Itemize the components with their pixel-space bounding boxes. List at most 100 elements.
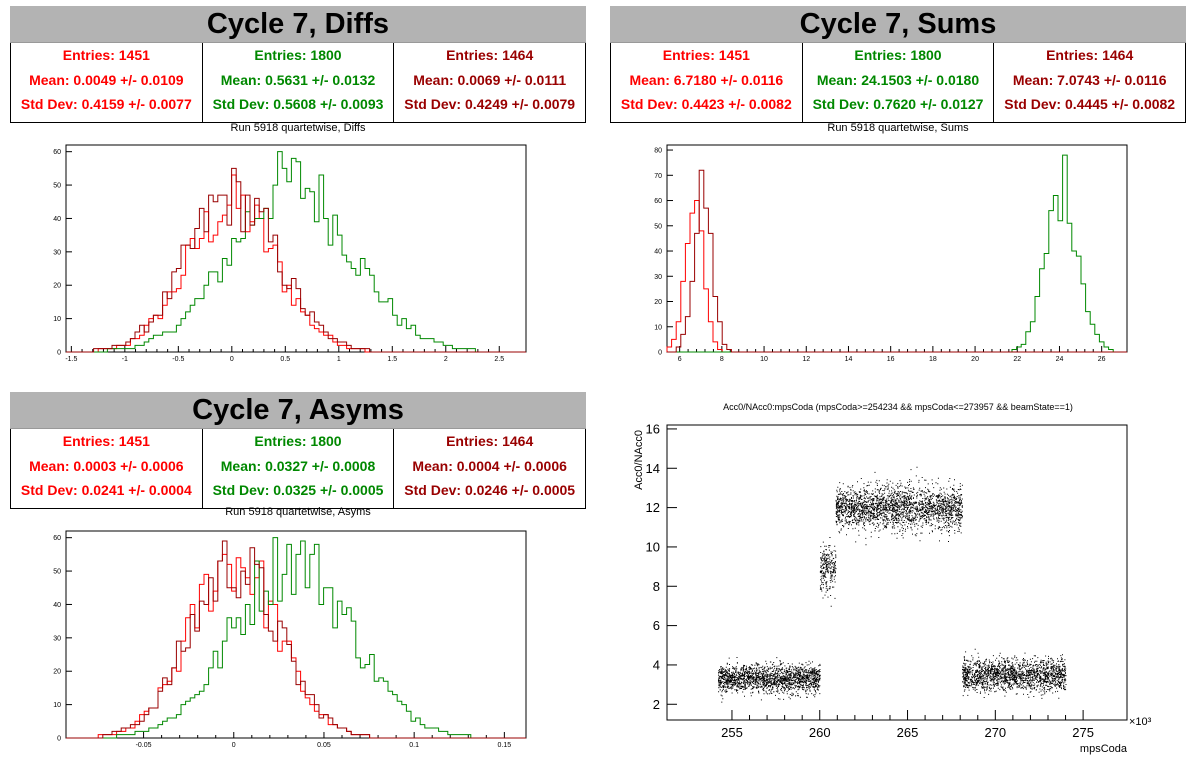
x-tick-label: -1	[122, 356, 128, 363]
x-tick-label: 8	[720, 356, 724, 363]
x-tick-label: 0.1	[409, 742, 419, 749]
diffs-frame	[65, 144, 527, 353]
y-tick-label: 80	[654, 148, 662, 155]
stat-std: Std Dev: 0.7620 +/- 0.0127	[812, 96, 984, 112]
y-tick-label: 14	[646, 461, 660, 476]
stat-entries: Entries: 1800	[854, 47, 942, 63]
acc0-xlabel: mpsCoda	[1080, 743, 1128, 755]
y-tick-label: 50	[53, 569, 61, 576]
acc0-points	[718, 466, 1067, 703]
y-tick-label: 40	[53, 602, 61, 609]
asyms-frame	[65, 530, 527, 739]
stat-entries: Entries: 1800	[254, 47, 342, 63]
y-tick-label: 30	[53, 249, 61, 256]
y-tick-label: 0	[57, 350, 61, 357]
asyms-series-2	[66, 537, 526, 739]
stat-mean: Mean: 6.7180 +/- 0.0116	[629, 71, 784, 88]
y-tick-label: 70	[654, 173, 662, 180]
stat-std: Std Dev: 0.4159 +/- 0.0077	[20, 96, 192, 112]
stat-mean: Mean: 0.0327 +/- 0.0008	[220, 457, 376, 474]
diffs-series-2	[66, 151, 526, 353]
x-tick-label: 12	[802, 356, 810, 363]
acc0-cluster-3	[835, 466, 963, 546]
x-tick-label: 14	[845, 356, 853, 363]
y-tick-label: 60	[53, 149, 61, 156]
sums-subtitle: Run 5918 quartetwise, Sums	[827, 122, 969, 134]
y-tick-label: 16	[646, 421, 660, 436]
stat-entries: Entries: 1451	[662, 47, 750, 63]
x-tick-label: -1.5	[65, 356, 77, 363]
stat-entries: Entries: 1800	[254, 433, 342, 449]
x-tick-label: 275	[1072, 725, 1094, 740]
stat-mean: Mean: 7.0743 +/- 0.0116	[1012, 71, 1167, 88]
stat-entries: Entries: 1464	[1046, 47, 1134, 63]
x-tick-label: -0.5	[172, 356, 184, 363]
diffs-panel: Cycle 7, Diffs Entries: 1451 Mean: 0.004…	[10, 6, 586, 386]
y-tick-label: 4	[653, 657, 660, 672]
y-tick-label: 20	[53, 669, 61, 676]
y-tick-label: 30	[654, 274, 662, 281]
asyms-stat-s3: Entries: 1464 Mean: 0.0004 +/- 0.0006 St…	[394, 429, 585, 508]
x-tick-label: 26	[1098, 356, 1106, 363]
stat-entries: Entries: 1464	[446, 47, 534, 63]
stat-std: Std Dev: 0.4423 +/- 0.0082	[620, 96, 792, 112]
stat-mean: Mean: 0.0004 +/- 0.0006	[412, 457, 567, 474]
diffs-series-1	[66, 174, 526, 353]
y-tick-label: 10	[53, 702, 61, 709]
x-tick-label: 260	[809, 725, 831, 740]
diffs-subtitle: Run 5918 quartetwise, Diffs	[230, 122, 366, 134]
y-tick-label: 0	[57, 736, 61, 743]
x-tick-label: 10	[760, 356, 768, 363]
x-tick-label: 24	[1056, 356, 1064, 363]
x-tick-label: 0.15	[498, 742, 512, 749]
x-tick-label: 270	[984, 725, 1006, 740]
asyms-stat-s2: Entries: 1800 Mean: 0.0327 +/- 0.0008 St…	[203, 429, 395, 508]
acc0-ylabel: Acc0/NAcc0	[633, 430, 645, 490]
acc0-x-multiplier: ×10³	[1129, 716, 1152, 728]
y-tick-label: 2	[653, 697, 660, 712]
diffs-stat-s2: Entries: 1800 Mean: 0.5631 +/- 0.0132 St…	[203, 43, 395, 122]
asyms-stat-s1: Entries: 1451 Mean: 0.0003 +/- 0.0006 St…	[11, 429, 203, 508]
x-tick-label: 22	[1013, 356, 1021, 363]
stat-std: Std Dev: 0.0246 +/- 0.0005	[404, 482, 576, 498]
x-tick-label: 16	[887, 356, 895, 363]
stat-mean: Mean: 0.0003 +/- 0.0006	[29, 457, 184, 474]
y-tick-label: 12	[646, 500, 660, 515]
y-tick-label: 8	[653, 579, 660, 594]
stat-entries: Entries: 1451	[62, 47, 150, 63]
stat-std: Std Dev: 0.0325 +/- 0.0005	[212, 482, 384, 498]
y-tick-label: 20	[53, 283, 61, 290]
y-tick-label: 50	[53, 183, 61, 190]
x-tick-label: 2	[444, 356, 448, 363]
acc0-cluster-2	[819, 537, 837, 607]
stat-std: Std Dev: 0.4445 +/- 0.0082	[1004, 96, 1176, 112]
y-tick-label: 40	[53, 216, 61, 223]
x-tick-label: 1.5	[387, 356, 397, 363]
y-tick-label: 10	[53, 316, 61, 323]
acc0-cluster-1	[718, 657, 821, 703]
stat-mean: Mean: 0.0069 +/- 0.0111	[413, 71, 567, 88]
x-tick-label: 2.5	[494, 356, 504, 363]
x-tick-label: 0.05	[317, 742, 331, 749]
asyms-panel: Cycle 7, Asyms Entries: 1451 Mean: 0.000…	[10, 392, 586, 772]
stat-entries: Entries: 1451	[62, 433, 150, 449]
x-tick-label: 0	[230, 356, 234, 363]
y-tick-label: 6	[653, 618, 660, 633]
x-tick-label: -0.05	[136, 742, 152, 749]
x-tick-label: 0	[232, 742, 236, 749]
stat-mean: Mean: 24.1503 +/- 0.0180	[816, 71, 980, 88]
asyms-series-3	[66, 540, 526, 739]
asyms-stats: Entries: 1451 Mean: 0.0003 +/- 0.0006 St…	[10, 429, 586, 509]
asyms-axes: -0.05 0 0.05 0.1 0.15 0 10 20 30 40 50 60	[53, 530, 527, 749]
sums-title: Cycle 7, Sums	[610, 6, 1186, 43]
y-tick-label: 40	[654, 249, 662, 256]
diffs-stat-s1: Entries: 1451 Mean: 0.0049 +/- 0.0109 St…	[11, 43, 203, 122]
diffs-stat-s3: Entries: 1464 Mean: 0.0069 +/- 0.0111 St…	[394, 43, 585, 122]
y-tick-label: 30	[53, 635, 61, 642]
y-tick-label: 50	[654, 223, 662, 230]
x-tick-label: 20	[971, 356, 979, 363]
asyms-subtitle: Run 5918 quartetwise, Asyms	[225, 506, 371, 518]
sums-stat-s1: Entries: 1451 Mean: 6.7180 +/- 0.0116 St…	[611, 43, 803, 122]
acc0-axes: 255 260 265 270 275 2 4 6 8 10 12 14 16	[646, 421, 1128, 740]
